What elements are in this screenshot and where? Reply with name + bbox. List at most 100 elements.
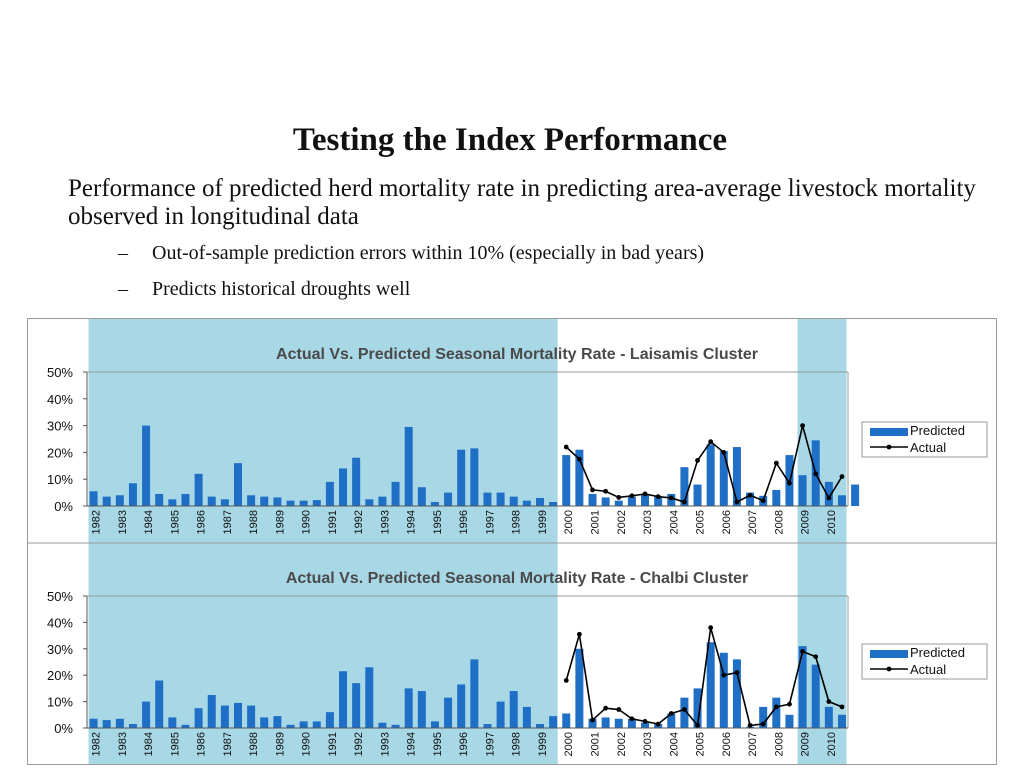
predicted-bar	[365, 499, 374, 506]
predicted-bar	[549, 501, 558, 506]
legend-actual-label: Actual	[910, 662, 946, 677]
x-tick-label: 2008	[773, 732, 785, 756]
x-tick-label: 2009	[800, 510, 812, 534]
actual-point	[655, 494, 661, 500]
predicted-bar	[365, 667, 374, 728]
intro-text: Performance of predicted herd mortality …	[68, 175, 976, 230]
predicted-bar	[207, 496, 216, 506]
predicted-bar	[260, 496, 269, 506]
y-tick-label: 10%	[47, 695, 73, 710]
predicted-bar	[286, 500, 295, 506]
actual-point	[813, 654, 819, 660]
predicted-bar	[732, 447, 741, 506]
x-tick-label: 1991	[327, 510, 339, 534]
actual-point	[747, 492, 753, 498]
x-tick-label: 2007	[747, 732, 759, 756]
x-tick-label: 1997	[484, 510, 496, 534]
predicted-bar	[483, 492, 492, 506]
predicted-bar	[247, 705, 256, 728]
x-tick-label: 1992	[353, 732, 365, 756]
x-tick-label: 1994	[406, 732, 418, 756]
predicted-bar	[404, 688, 413, 728]
x-tick-label: 1987	[222, 732, 234, 756]
x-tick-label: 2003	[642, 510, 654, 534]
legend-box	[861, 421, 988, 458]
x-tick-label: 1993	[379, 510, 391, 534]
y-tick-label: 50%	[47, 365, 73, 380]
x-tick-label: 2006	[721, 732, 733, 756]
legend-predicted-swatch	[870, 650, 908, 658]
actual-point	[629, 493, 635, 499]
predicted-bar	[444, 492, 453, 506]
predicted-bar	[824, 481, 833, 506]
y-tick-label: 20%	[47, 668, 73, 683]
actual-point	[760, 498, 766, 504]
predicted-bar	[444, 697, 453, 728]
actual-point	[603, 488, 609, 494]
predicted-bar	[142, 701, 151, 728]
x-tick-label: 1986	[196, 732, 208, 756]
predicted-bar	[575, 648, 584, 728]
actual-point	[563, 444, 569, 450]
x-tick-label: 1995	[432, 510, 444, 534]
x-tick-label: 1985	[169, 732, 181, 756]
predicted-bar	[470, 659, 479, 728]
actual-point	[655, 721, 661, 727]
predicted-bar	[299, 721, 308, 728]
actual-point	[839, 474, 845, 479]
bullet-text: Out-of-sample prediction errors within 1…	[152, 242, 705, 264]
predicted-bar	[575, 449, 584, 506]
predicted-bar	[181, 493, 190, 506]
x-tick-label: 1993	[379, 732, 391, 756]
y-tick-label: 40%	[47, 615, 73, 630]
bullet-item: – Out-of-sample prediction errors within …	[118, 242, 704, 265]
actual-point	[800, 423, 805, 428]
x-tick-label: 2008	[773, 510, 785, 534]
x-tick-label: 2004	[668, 510, 680, 534]
chart-title: Actual Vs. Predicted Seasonal Mortality …	[276, 346, 758, 363]
predicted-bar	[220, 499, 229, 506]
predicted-bar	[155, 493, 164, 506]
predicted-bar	[641, 493, 650, 506]
predicted-bar	[798, 475, 807, 506]
legend-predicted-swatch	[870, 428, 908, 436]
actual-point	[603, 705, 609, 711]
actual-point	[826, 699, 832, 704]
actual-point	[576, 631, 582, 637]
actual-point	[839, 704, 845, 710]
predicted-bar	[496, 492, 505, 506]
bullet-text: Predicts historical droughts well	[152, 278, 411, 300]
predicted-bar	[194, 708, 203, 728]
x-tick-label: 2000	[563, 732, 575, 756]
bullet-dash: –	[118, 242, 128, 264]
y-tick-label: 50%	[47, 589, 73, 604]
predicted-bar	[128, 483, 137, 506]
predicted-bar	[391, 481, 400, 506]
chart-frame	[27, 318, 997, 765]
predicted-bar	[352, 457, 361, 506]
x-tick-label: 1984	[143, 510, 155, 534]
actual-point	[773, 704, 779, 710]
x-tick-label: 2002	[616, 510, 628, 534]
x-tick-label: 1999	[537, 510, 549, 534]
y-tick-label: 0%	[54, 499, 73, 514]
predicted-bar	[535, 497, 544, 506]
x-tick-label: 1998	[511, 510, 523, 534]
x-tick-label: 1989	[274, 510, 286, 534]
x-tick-label: 2003	[642, 732, 654, 756]
x-tick-label: 1990	[301, 510, 313, 534]
x-tick-label: 1991	[327, 732, 339, 756]
slide-title: Testing the Index Performance	[292, 122, 728, 158]
x-tick-label: 1992	[353, 510, 365, 534]
predicted-bar	[719, 451, 728, 506]
predicted-bar	[457, 684, 466, 728]
predicted-bar	[811, 664, 820, 728]
y-tick-label: 10%	[47, 472, 73, 487]
actual-point	[760, 721, 766, 727]
predicted-bar	[680, 467, 689, 506]
predicted-bar	[155, 680, 164, 728]
actual-point	[826, 495, 832, 501]
predicted-bar	[233, 463, 242, 506]
predicted-bar	[627, 718, 636, 728]
x-tick-label: 2010	[826, 732, 838, 756]
